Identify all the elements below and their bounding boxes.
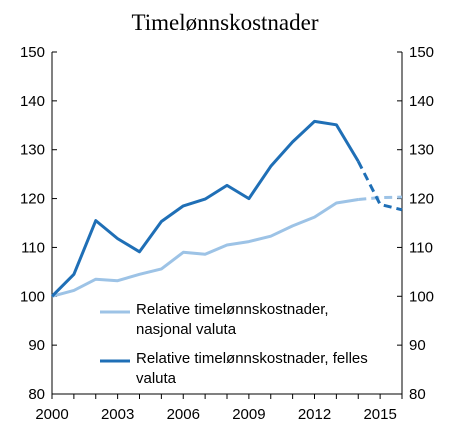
x-tick-label: 2009: [232, 406, 265, 423]
y-tick-label-right: 90: [409, 337, 426, 354]
series-line-solid-1: [51, 198, 359, 298]
y-tick-label-right: 140: [409, 93, 434, 110]
legend-label-1: nasjonal valuta: [136, 321, 237, 338]
y-tick-label-left: 140: [20, 93, 45, 110]
y-tick-label-left: 90: [28, 337, 45, 354]
y-tick-label-right: 150: [409, 44, 434, 61]
legend: Relative timelønnskostnader, nasjonal val…: [100, 301, 368, 387]
y-tick-label-right: 110: [409, 239, 433, 256]
legend-label-2: Relative timelønnskostnader, felles: [136, 350, 368, 367]
y-tick-label-left: 150: [20, 44, 45, 61]
x-tick-label: 2003: [101, 406, 134, 423]
y-tick-label-left: 130: [20, 142, 45, 159]
chart-title: Timelønnskostnader: [131, 10, 319, 35]
y-tick-label-left: 120: [20, 191, 45, 208]
x-tick-label: 2015: [363, 406, 396, 423]
x-tick-label: 2006: [167, 406, 200, 423]
series-line-dashed-1: [358, 195, 403, 201]
y-tick-label-left: 100: [20, 288, 45, 305]
series-lines: [50, 119, 403, 298]
x-tick-label: 2000: [35, 406, 68, 423]
x-tick-label: 2012: [298, 406, 331, 423]
series-line-dashed-2: [356, 160, 403, 212]
series-line-solid-2: [50, 119, 360, 298]
y-tick-label-right: 80: [409, 386, 426, 403]
y-tick-label-right: 100: [409, 288, 434, 305]
legend-label-1: Relative timelønnskostnader,: [136, 301, 329, 318]
y-tick-label-right: 130: [409, 142, 434, 159]
axes: [51, 52, 403, 395]
y-tick-label-right: 120: [409, 191, 434, 208]
y-tick-label-left: 80: [28, 386, 45, 403]
y-tick-label-left: 110: [21, 239, 45, 256]
legend-label-2: valuta: [136, 370, 177, 387]
ticks: 80 80 90 90 100 100 110 110 120 120 130 130 140 140 15…: [20, 44, 434, 423]
